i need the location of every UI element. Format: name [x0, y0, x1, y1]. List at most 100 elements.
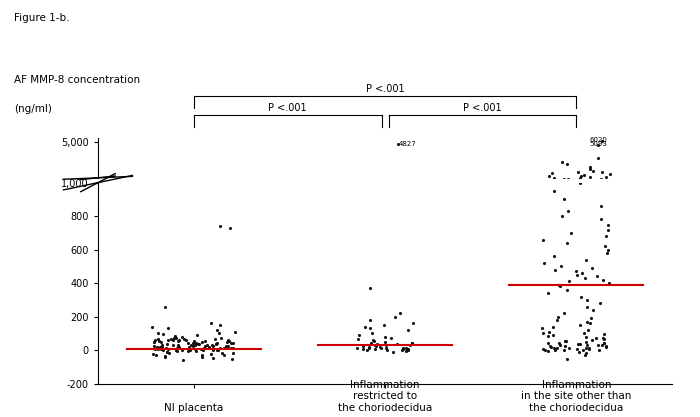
Point — [586, 265, 597, 271]
Point — [400, 348, 412, 354]
Point — [597, 335, 608, 342]
Point — [221, 339, 232, 345]
Point — [172, 183, 183, 190]
Point — [163, 346, 174, 353]
Point — [361, 183, 372, 190]
Point — [197, 354, 208, 360]
Point — [594, 347, 605, 354]
Point — [150, 183, 161, 190]
Point — [226, 345, 237, 352]
Point — [170, 335, 181, 342]
Point — [370, 183, 381, 190]
Point — [389, 313, 400, 320]
Point — [391, 183, 402, 190]
Point — [573, 349, 584, 355]
Point — [572, 79, 583, 85]
Point — [400, 183, 412, 190]
Point — [148, 339, 160, 345]
Point — [225, 183, 237, 190]
Point — [182, 347, 193, 354]
Point — [365, 339, 377, 346]
Point — [361, 347, 372, 354]
Point — [560, 183, 571, 190]
Point — [575, 179, 586, 186]
Point — [216, 183, 228, 190]
Point — [379, 183, 391, 190]
Point — [583, 183, 594, 190]
Point — [370, 342, 381, 349]
Point — [572, 345, 583, 352]
Point — [190, 183, 201, 190]
Point — [152, 346, 163, 353]
Point — [599, 243, 610, 250]
Point — [160, 345, 172, 352]
Point — [575, 174, 586, 181]
Point — [379, 182, 390, 189]
Point — [563, 344, 574, 351]
Point — [563, 176, 574, 183]
Point — [199, 343, 211, 349]
Point — [406, 340, 417, 347]
Point — [160, 303, 171, 310]
Point — [190, 348, 202, 354]
Point — [159, 184, 170, 191]
Point — [547, 183, 559, 189]
Point — [389, 182, 400, 188]
Point — [364, 285, 375, 291]
Point — [174, 344, 185, 350]
Point — [148, 183, 159, 190]
Point — [172, 183, 183, 190]
Point — [358, 343, 369, 350]
Point — [566, 229, 577, 236]
Point — [365, 182, 376, 188]
Point — [225, 339, 237, 346]
Point — [538, 179, 550, 186]
Point — [172, 344, 183, 351]
Point — [400, 345, 412, 352]
Point — [192, 183, 203, 189]
Point — [358, 183, 369, 190]
Point — [364, 345, 375, 352]
Point — [226, 355, 237, 362]
Text: P <.001: P <.001 — [463, 103, 502, 113]
Point — [367, 330, 378, 337]
Point — [581, 181, 592, 188]
Point — [576, 270, 587, 276]
Point — [216, 334, 227, 341]
Point — [169, 183, 181, 189]
Point — [177, 347, 188, 353]
Point — [549, 178, 560, 185]
Point — [560, 343, 571, 350]
Point — [357, 345, 368, 352]
Point — [184, 183, 195, 190]
Point — [192, 332, 203, 339]
Point — [595, 176, 606, 182]
Point — [580, 350, 591, 357]
Point — [224, 224, 235, 231]
Point — [182, 339, 193, 346]
Point — [595, 181, 606, 188]
Point — [365, 183, 377, 190]
Point — [598, 180, 609, 186]
Point — [574, 322, 585, 328]
Point — [591, 179, 602, 186]
Point — [223, 338, 235, 345]
Point — [150, 337, 161, 344]
Point — [402, 347, 413, 353]
Point — [587, 337, 598, 344]
Point — [582, 182, 593, 189]
Point — [190, 183, 201, 190]
Point — [580, 339, 591, 345]
Point — [206, 182, 217, 188]
Point — [564, 180, 575, 186]
Point — [214, 344, 225, 351]
Point — [406, 183, 417, 190]
Point — [575, 293, 587, 300]
Point — [162, 183, 174, 190]
Point — [556, 179, 567, 186]
Point — [178, 357, 189, 364]
Text: Inflammation
in the site other than
the choriodecidua: Inflammation in the site other than the … — [521, 379, 631, 413]
Point — [573, 340, 584, 347]
Point — [223, 337, 234, 344]
Point — [397, 183, 408, 190]
